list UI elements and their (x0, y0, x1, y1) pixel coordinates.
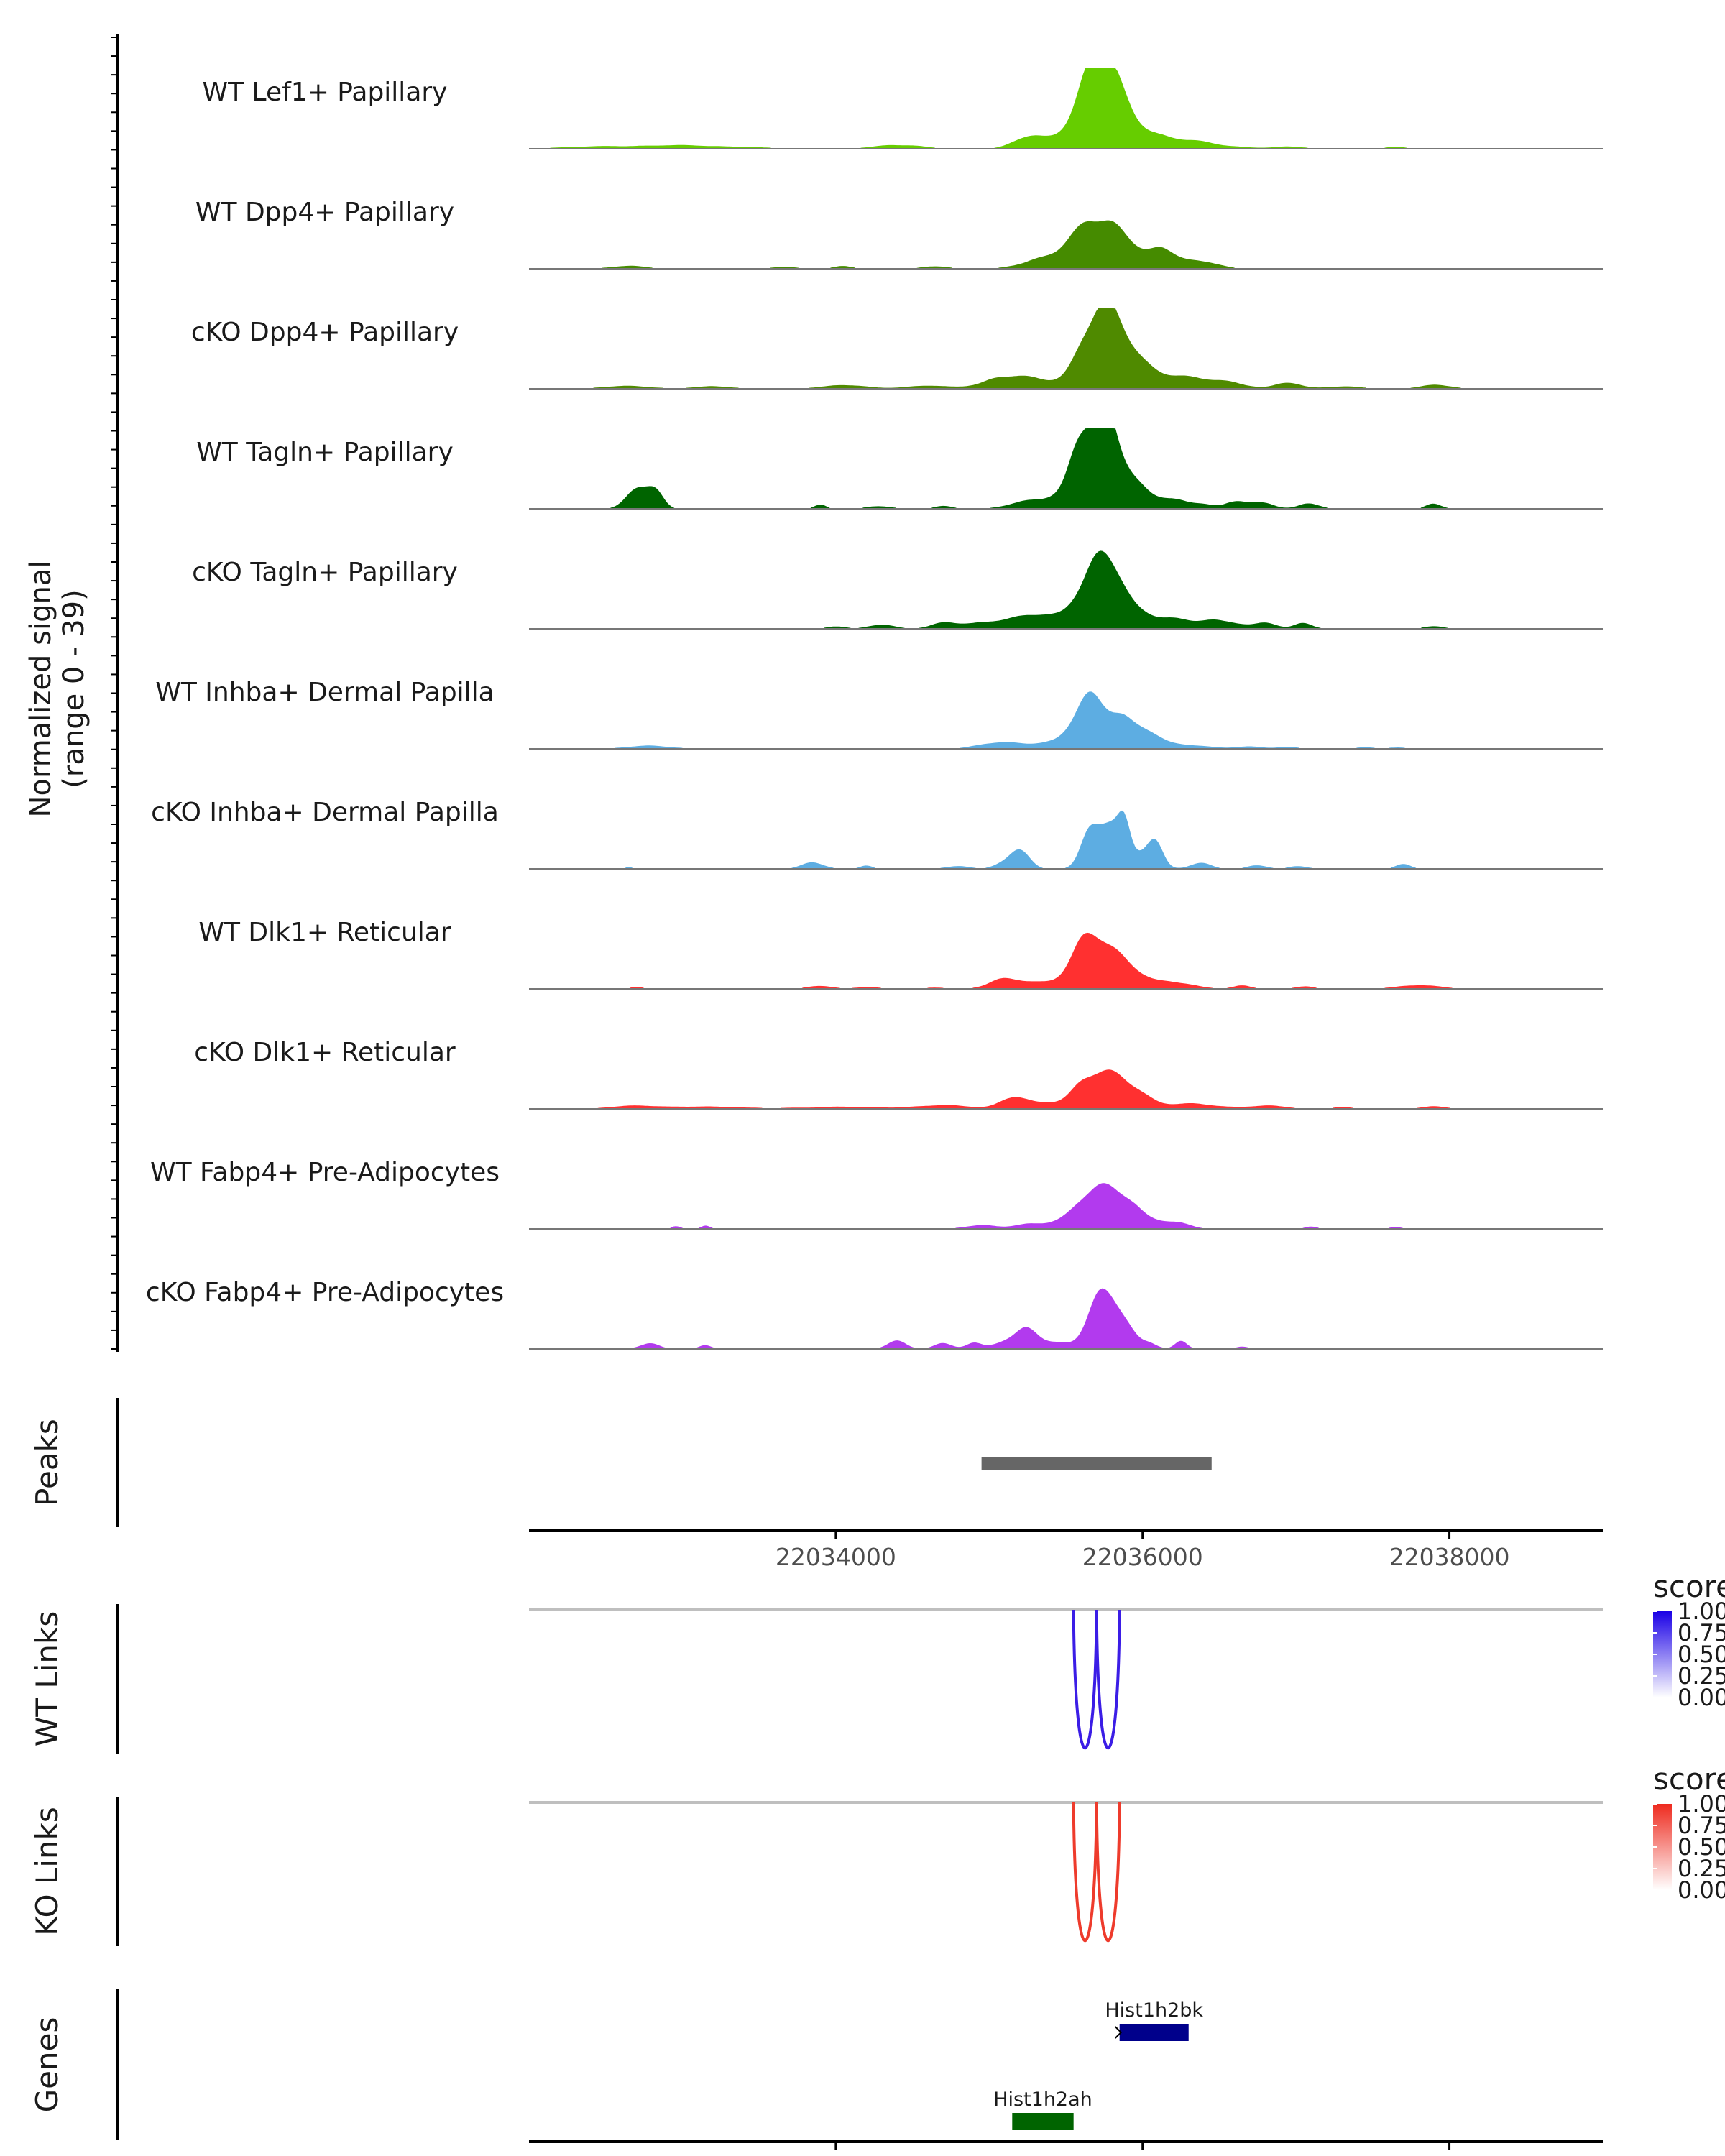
peak-bar (981, 1457, 1212, 1470)
coverage-area (529, 308, 1603, 389)
axis-top-tick-label: 22036000 (1082, 1543, 1203, 1571)
score-legend-tick-label: 0.50 (1678, 1641, 1725, 1668)
genes-panel: Genes Hist1h2bk Hist1h2ah (29, 1989, 1203, 2140)
coverage-track-label: WT Dlk1+ Reticular (198, 918, 451, 947)
coverage-track-label: cKO Dlk1+ Reticular (194, 1038, 456, 1067)
score-legend-tick-label: 0.50 (1678, 1833, 1725, 1861)
coverage-track-label: WT Inhba+ Dermal Papilla (155, 678, 494, 707)
coverage-track-4: WT Tagln+ Papillary (196, 428, 1603, 510)
coverage-track-5: cKO Tagln+ Papillary (192, 550, 1603, 630)
gene-1: Hist1h2bk (1105, 1999, 1203, 2041)
coverage-track-label: WT Dpp4+ Papillary (196, 198, 454, 227)
axis-bottom-tick-label: 22036000 (1082, 2154, 1203, 2156)
gene-body (1012, 2113, 1074, 2130)
gene-name: Hist1h2ah (993, 2088, 1092, 2111)
coverage-track-3: cKO Dpp4+ Papillary (191, 308, 1603, 390)
score-legend-tick-label: 1.00 (1678, 1598, 1725, 1625)
coverage-track-label: WT Lef1+ Papillary (203, 78, 448, 107)
score-legend-tick-label: 0.25 (1678, 1855, 1725, 1882)
coverage-track-10: WT Fabp4+ Pre-Adipocytes (150, 1158, 1603, 1230)
link-arc (1095, 1802, 1121, 1943)
coverage-area (529, 932, 1603, 989)
score-legend-tick-label: 1.00 (1678, 1790, 1725, 1818)
link-arc (1095, 1609, 1121, 1750)
coverage-track-8: WT Dlk1+ Reticular (198, 918, 1603, 990)
coverage-track-9: cKO Dlk1+ Reticular (194, 1038, 1603, 1110)
coverage-track-label: WT Tagln+ Papillary (196, 438, 454, 467)
coverage-panel: Normalized signal(range 0 - 39) WT Lef1+ … (24, 34, 1603, 1352)
score-legend-tick-label: 0.75 (1678, 1812, 1725, 1839)
coverage-y-label: Normalized signal(range 0 - 39) (24, 561, 91, 818)
score-legend-title: score (1653, 1569, 1725, 1604)
axis-bottom-tick-label: 22038000 (1389, 2154, 1510, 2156)
coverage-y-label-line1: Normalized signal (24, 561, 58, 818)
coverage-track-2: WT Dpp4+ Papillary (196, 198, 1603, 270)
position-axis-bottom: 220340002203600022038000chr13 position (… (529, 2140, 1603, 2156)
coverage-track-label: cKO Fabp4+ Pre-Adipocytes (146, 1278, 504, 1307)
axis-top-tick-label: 22034000 (776, 1543, 896, 1571)
peaks-label: Peaks (29, 1419, 65, 1506)
coverage-area (529, 220, 1603, 269)
coverage-track-6: WT Inhba+ Dermal Papilla (155, 678, 1603, 750)
score-legend-tick-label: 0.00 (1678, 1684, 1725, 1711)
coverage-y-label-line2: (range 0 - 39) (58, 589, 91, 788)
score-legend-tick-label: 0.00 (1678, 1876, 1725, 1904)
coverage-track-7: cKO Inhba+ Dermal Papilla (151, 798, 1603, 870)
gene-body (1119, 2024, 1189, 2041)
score-legend-tick-label: 0.25 (1678, 1662, 1725, 1690)
links-label: WT Links (29, 1611, 65, 1746)
peaks-panel: Peaks (29, 1398, 1212, 1527)
coverage-track-11: cKO Fabp4+ Pre-Adipocytes (146, 1278, 1603, 1350)
position-axis-top: 22034000 22036000 22038000 (529, 1529, 1603, 1571)
coverage-area (529, 1069, 1603, 1109)
genes-label: Genes (29, 2017, 65, 2113)
score-legend-title: score (1653, 1761, 1725, 1797)
gene-2: Hist1h2ah (993, 2088, 1092, 2130)
link-arc (1072, 1802, 1098, 1943)
score-legend-tick-label: 0.75 (1678, 1619, 1725, 1646)
coverage-area (529, 691, 1603, 749)
axis-top-tick-label: 22038000 (1389, 1543, 1510, 1571)
coverage-track-label: cKO Inhba+ Dermal Papilla (151, 798, 499, 827)
gene-name: Hist1h2bk (1105, 1999, 1203, 2022)
coverage-track-label: cKO Dpp4+ Papillary (191, 318, 459, 347)
coverage-track-label: cKO Tagln+ Papillary (192, 558, 458, 587)
coverage-track-label: WT Fabp4+ Pre-Adipocytes (150, 1158, 500, 1187)
coverage-area (529, 550, 1603, 629)
strand-arrow-icon (1114, 2026, 1123, 2039)
coverage-track-1: WT Lef1+ Papillary (203, 68, 1603, 149)
link-arc (1072, 1609, 1098, 1750)
coverage-area (529, 428, 1603, 509)
links-label: KO Links (29, 1807, 65, 1936)
axis-bottom-tick-label: 22034000 (776, 2154, 896, 2156)
coverage-area (529, 68, 1603, 149)
coverage-area (529, 1183, 1603, 1229)
